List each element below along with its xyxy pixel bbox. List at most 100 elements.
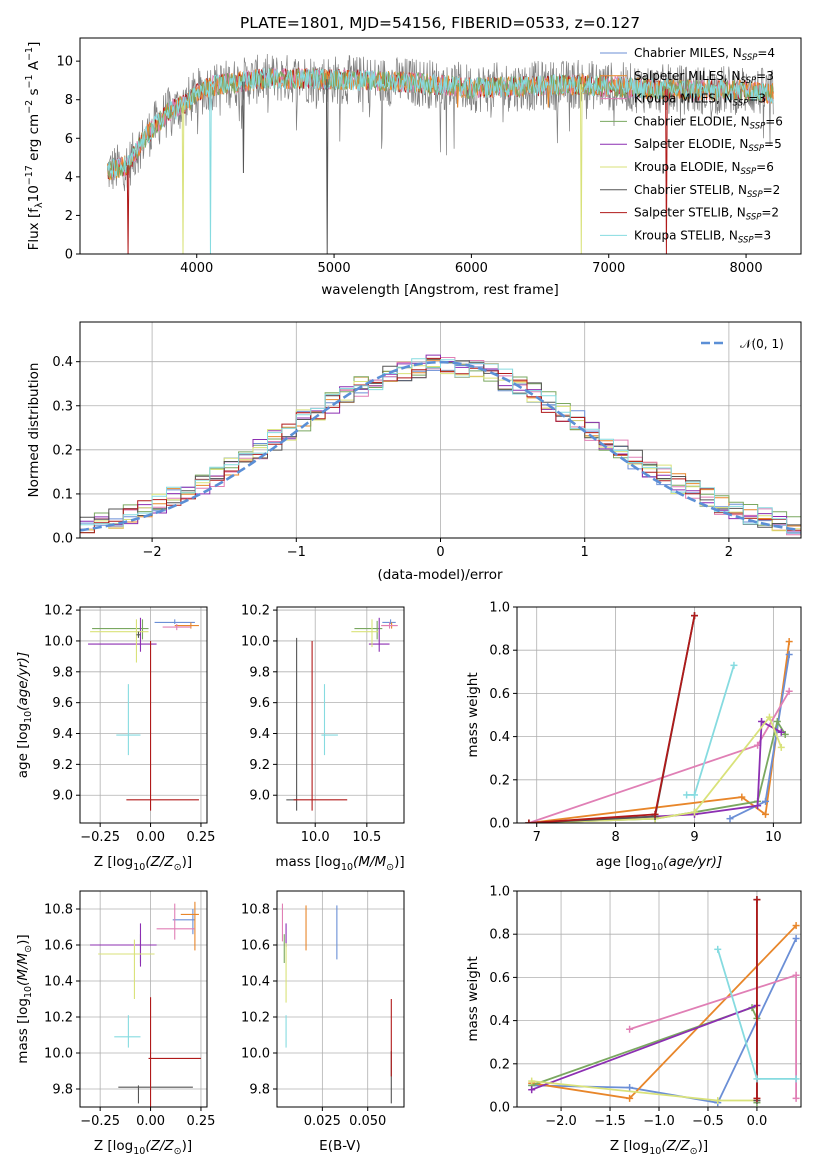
legend-entry-part: SSP bbox=[741, 76, 757, 86]
x-tick-label: −2.0 bbox=[545, 1114, 577, 1129]
plot-area bbox=[281, 903, 392, 1104]
weight-marker bbox=[691, 791, 698, 799]
x-axis-label-part: (Z/Z bbox=[145, 1138, 174, 1154]
x-tick-label: 10.0 bbox=[301, 830, 330, 845]
error-bar-point bbox=[154, 619, 195, 624]
y-axis-label: Normed distribution bbox=[26, 363, 42, 498]
legend-entry-part: Salpeter STELIB, N bbox=[634, 206, 746, 220]
error-bar-point bbox=[174, 622, 199, 629]
legend-entry: Kroupa STELIB, NSSP=3 bbox=[634, 228, 771, 245]
error-bar-point bbox=[126, 640, 199, 811]
plot-area bbox=[286, 617, 398, 811]
x-axis-label-part: )] bbox=[182, 854, 193, 870]
y-tick-label: 0.8 bbox=[489, 928, 510, 943]
age_vs_mass-axes: 10.0 10.5 9.0 9.2 9.4 9.6 9.8 10.0 10.2 bbox=[241, 604, 405, 845]
error-bar-point bbox=[172, 909, 195, 935]
y-tick-label: 9.6 bbox=[249, 696, 270, 711]
y-tick-label: 9.0 bbox=[249, 789, 270, 804]
error-bar-point bbox=[180, 901, 199, 951]
grid bbox=[80, 607, 207, 823]
x-axis-label-part: ⊙ bbox=[174, 862, 182, 873]
axes-frame: −2.0 −1.5 −1.0 −0.5 0.0 0.0 0.2 0.4 0.6 0.8 1.0 bbox=[489, 885, 802, 1129]
legend-entry-part: Chabrier STELIB, N bbox=[634, 183, 747, 197]
legend-entry-part: Chabrier MILES, N bbox=[634, 46, 742, 60]
legend-entry: Kroupa ELODIE, NSSP=6 bbox=[634, 160, 774, 177]
x-tick-label: 4000 bbox=[180, 261, 213, 276]
x-axis-label: Z [log10(Z/Z⊙)] bbox=[94, 854, 192, 873]
x-tick-label: 10.5 bbox=[352, 830, 381, 845]
x-tick-label: 0.050 bbox=[349, 1114, 386, 1129]
axes-border bbox=[516, 606, 802, 824]
x-axis-label-part: mass [log bbox=[275, 854, 341, 870]
y-tick-label: 10.6 bbox=[241, 939, 270, 954]
x-tick-label: −2 bbox=[143, 545, 162, 560]
x-axis-label-part: 10 bbox=[133, 1146, 145, 1157]
x-axis-label: (data-model)/error bbox=[377, 567, 503, 583]
absorption-dip bbox=[546, 85, 550, 108]
x-axis-label: age [log10(age/yr)] bbox=[596, 854, 722, 873]
x-tick-label: 0.25 bbox=[186, 830, 215, 845]
y-axis-label-part: mass [log bbox=[15, 998, 31, 1064]
error-bar-point bbox=[381, 622, 398, 629]
legend-entry: 𝒩(0, 1) bbox=[740, 337, 784, 351]
y-axis-label-part: age [log bbox=[15, 723, 31, 778]
y-axis-label-part: 10 bbox=[23, 711, 34, 723]
y-axis-label: mass [log10(M/M⊙)] bbox=[15, 934, 34, 1063]
axes-frame: 0.025 0.050 9.8 10.0 10.2 10.4 10.6 10.8 bbox=[241, 890, 405, 1129]
y-tick-label: 10.4 bbox=[44, 975, 73, 990]
legend-entry-part: Salpeter ELODIE, N bbox=[634, 137, 748, 151]
y-tick-label: 0.4 bbox=[489, 730, 510, 745]
age_vs_Z-axes: −0.25 0.00 0.25 9.0 9.2 9.4 9.6 9.8 10.0 10.2 bbox=[44, 604, 215, 845]
y-tick-label: 10.8 bbox=[44, 903, 73, 918]
weight-marker bbox=[626, 1025, 634, 1033]
mass_vs_EBV-axes: 0.025 0.050 9.8 10.0 10.2 10.4 10.6 10.8 bbox=[241, 890, 405, 1129]
legend-entry-part: =5 bbox=[764, 137, 782, 151]
y-axis-label-part: λ bbox=[34, 202, 45, 208]
grid bbox=[80, 891, 207, 1107]
weight-line bbox=[528, 615, 696, 823]
y-tick-label: 9.4 bbox=[52, 727, 73, 742]
absorption-dip bbox=[209, 86, 212, 254]
legend-entry-part: Chabrier ELODIE, N bbox=[634, 114, 750, 128]
weight-marker bbox=[651, 810, 659, 818]
x-axis-label: wavelength [Angstrom, rest frame] bbox=[321, 282, 559, 298]
legend: 𝒩(0, 1) bbox=[701, 337, 784, 351]
y-tick-label: 10.0 bbox=[241, 1047, 270, 1062]
y-axis-label-part: 10 bbox=[26, 185, 42, 202]
x-axis-label-part: ⊙ bbox=[690, 1146, 698, 1157]
weight-marker bbox=[777, 743, 785, 751]
y-tick-label: 10.2 bbox=[44, 1011, 73, 1026]
x-axis-label-part: Z [log bbox=[610, 1138, 649, 1154]
legend-entry-part: =3 bbox=[754, 228, 772, 242]
legend-entry: Salpeter ELODIE, NSSP=5 bbox=[634, 137, 782, 154]
y-axis-label-part: (M/M bbox=[15, 952, 31, 985]
y-tick-label: 9.2 bbox=[249, 758, 270, 773]
absorption-dip bbox=[456, 86, 459, 108]
axes-border bbox=[79, 890, 208, 1108]
error-bar-point bbox=[88, 617, 157, 652]
legend-entry-part: =6 bbox=[756, 160, 774, 174]
weight-marker bbox=[730, 661, 738, 669]
y-axis-label-part: (age/yr)] bbox=[15, 652, 31, 711]
weight-marker bbox=[765, 713, 773, 721]
weight-line bbox=[528, 615, 696, 823]
x-axis-label-part: 10 bbox=[341, 862, 353, 873]
x-tick-label: −0.5 bbox=[692, 1114, 724, 1129]
x-tick-label: 0.025 bbox=[304, 1114, 341, 1129]
absorption-dip bbox=[181, 105, 185, 254]
x-axis-label-part: )] bbox=[182, 1138, 193, 1154]
legend-entry: Salpeter STELIB, NSSP=2 bbox=[634, 206, 779, 223]
y-tick-label: 1.0 bbox=[489, 601, 510, 616]
plot-area bbox=[88, 617, 199, 811]
error-bar-point bbox=[90, 934, 151, 963]
y-tick-label: 0.6 bbox=[489, 971, 510, 986]
y-tick-label: 0.6 bbox=[489, 687, 510, 702]
weight-line bbox=[629, 973, 797, 1099]
y-tick-label: 9.8 bbox=[52, 665, 73, 680]
chart-title: PLATE=1801, MJD=54156, FIBERID=0533, z=0… bbox=[240, 14, 640, 32]
model-spectrum bbox=[107, 68, 774, 180]
x-tick-label: −0.25 bbox=[80, 1114, 120, 1129]
legend-entry-part: Kroupa ELODIE, N bbox=[634, 160, 741, 174]
absorption-dip bbox=[579, 84, 583, 254]
